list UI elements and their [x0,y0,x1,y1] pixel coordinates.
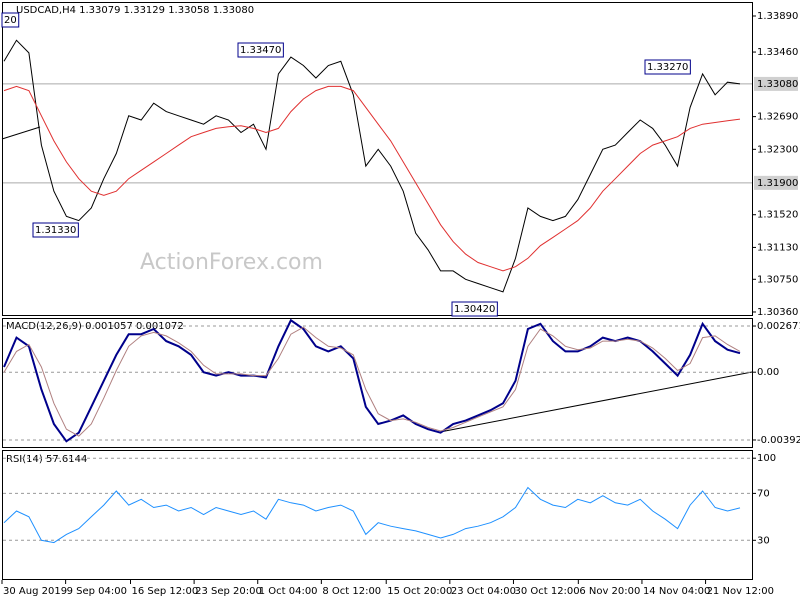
level-label: 1.31900 [757,178,798,189]
y-tick-label: 70 [757,488,770,499]
x-tick-label: 23 Oct 04:00 [451,586,516,597]
rsi-title: RSI(14) 57.6144 [6,454,87,465]
price-panel [2,2,753,316]
series-line [3,39,741,293]
x-tick-label: 8 Oct 12:00 [322,586,381,597]
y-tick-label: 30 [757,535,770,546]
annotation-box [644,59,691,75]
y-tick-label: -0.003922 [757,435,800,446]
price-annotation: 1.33470 [237,42,284,58]
x-tick-label: 14 Nov 04:00 [643,586,710,597]
y-tick-label: 100 [757,453,776,464]
macd-panel [2,318,753,448]
x-tick-label: 9 Sep 04:00 [67,586,127,597]
price-annotation: 20 [1,12,20,28]
series-line [3,326,741,437]
y-tick-label: 1.31520 [757,210,798,221]
annotation-box [1,12,20,28]
y-tick-label: 1.31130 [757,242,798,253]
watermark: ActionForex.com [140,250,323,275]
chart-title: USDCAD,H4 1.33079 1.33129 1.33058 1.3308… [16,5,254,16]
series-line [3,85,741,272]
trend-line [439,371,753,433]
level-label-bg [754,76,798,91]
y-tick-label: 1.30750 [757,274,798,285]
y-tick-label: 0.00 [757,367,779,378]
x-tick-label: 23 Sep 20:00 [195,586,262,597]
y-tick-label: 1.32300 [757,144,798,155]
annotation-label: 1.30420 [454,304,495,315]
trend-line [1,126,41,140]
price-annotation: 1.30420 [451,301,498,317]
rsi-panel [2,450,753,580]
y-tick-label: 1.30360 [757,307,798,318]
annotation-label: 20 [4,15,17,26]
annotation-box [237,42,284,58]
level-label-bg [754,175,798,190]
x-tick-label: 16 Sep 12:00 [131,586,198,597]
y-tick-label: 0.002671 [757,321,800,332]
annotation-label: 1.31330 [35,225,76,236]
annotation-label: 1.33270 [647,62,688,73]
annotation-box [32,222,79,238]
price-annotation: 1.31330 [32,222,79,238]
x-tick-label: 15 Oct 20:00 [387,586,452,597]
x-tick-label: 1 Oct 04:00 [259,586,318,597]
y-tick-label: 1.33890 [757,11,798,22]
x-tick-label: 30 Aug 2019 [3,586,67,597]
annotation-label: 1.33470 [240,45,281,56]
x-tick-label: 30 Oct 12:00 [514,586,579,597]
price-annotation: 1.33270 [644,59,691,75]
series-line [3,486,741,544]
y-tick-label: 1.32690 [757,112,798,123]
x-tick-label: 6 Nov 20:00 [579,586,640,597]
annotation-box [451,301,498,317]
x-tick-label: 21 Nov 12:00 [707,586,774,597]
level-label: 1.33080 [757,79,798,90]
y-tick-label: 1.33460 [757,47,798,58]
